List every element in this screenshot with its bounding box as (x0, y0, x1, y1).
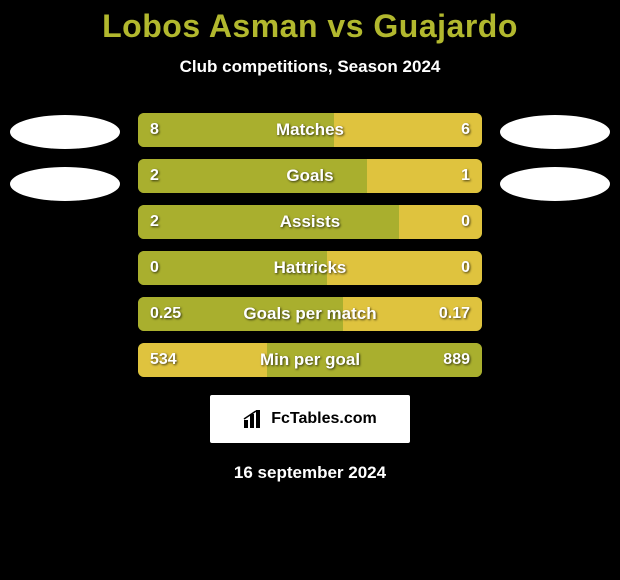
stat-row: 00Hattricks (138, 251, 482, 285)
subtitle: Club competitions, Season 2024 (0, 57, 620, 77)
avatar (500, 115, 610, 149)
page-title: Lobos Asman vs Guajardo (0, 0, 620, 45)
date-line: 16 september 2024 (0, 463, 620, 483)
stat-row: 21Goals (138, 159, 482, 193)
stat-row: 86Matches (138, 113, 482, 147)
attribution-text: FcTables.com (271, 410, 377, 428)
attribution-badge: FcTables.com (210, 395, 410, 443)
avatar (10, 115, 120, 149)
stat-label: Goals per match (138, 297, 482, 331)
stat-row: 534889Min per goal (138, 343, 482, 377)
stat-label: Matches (138, 113, 482, 147)
comparison-panel: 86Matches 21Goals 20Assists 00Hattricks 0.25… (0, 113, 620, 377)
left-avatar-column (10, 113, 120, 201)
stats-column: 86Matches 21Goals 20Assists 00Hattricks 0.25… (138, 113, 482, 377)
right-avatar-column (500, 113, 610, 201)
avatar (500, 167, 610, 201)
stat-label: Goals (138, 159, 482, 193)
stat-row: 0.250.17Goals per match (138, 297, 482, 331)
stat-label: Min per goal (138, 343, 482, 377)
avatar (10, 167, 120, 201)
stat-row: 20Assists (138, 205, 482, 239)
stat-label: Hattricks (138, 251, 482, 285)
stat-label: Assists (138, 205, 482, 239)
bar-chart-icon (243, 410, 265, 428)
